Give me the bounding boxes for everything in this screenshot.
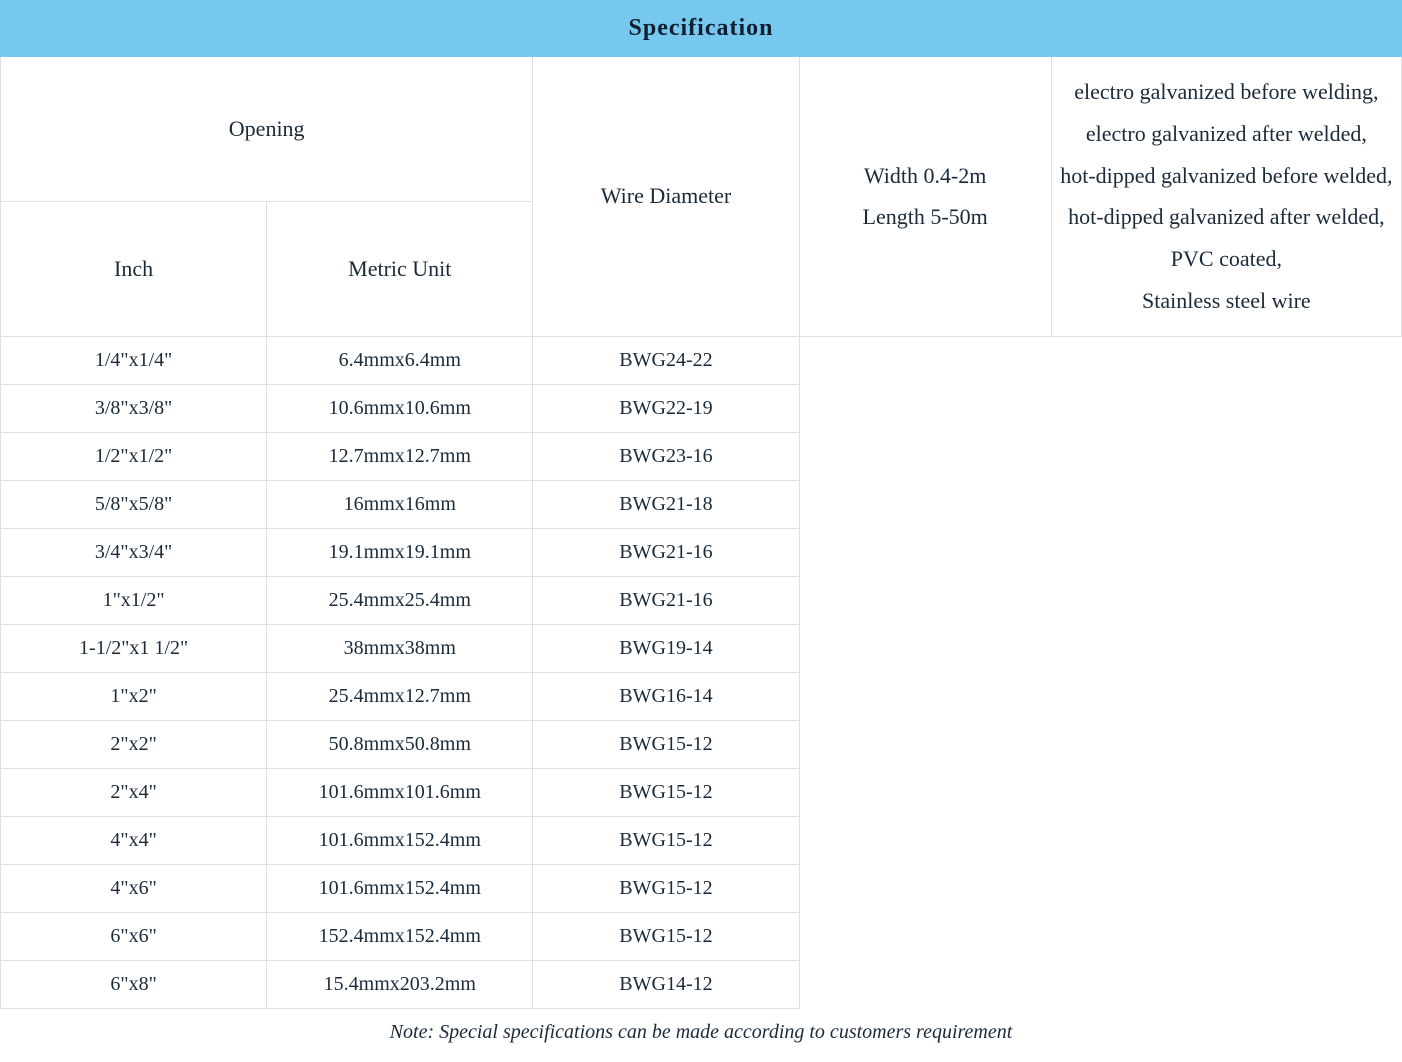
table-row: 1-1/2"x1 1/2"38mmx38mmBWG19-14: [1, 624, 1402, 672]
cell-metric: 101.6mmx152.4mm: [267, 864, 533, 912]
header-metric: Metric Unit: [267, 202, 533, 337]
table-row: 2"x2"50.8mmx50.8mmBWG15-12: [1, 720, 1402, 768]
cell-metric: 152.4mmx152.4mm: [267, 912, 533, 960]
table-row: 3/4"x3/4"19.1mmx19.1mmBWG21-16: [1, 528, 1402, 576]
cell-inch: 3/4"x3/4": [1, 528, 267, 576]
cell-metric: 101.6mmx101.6mm: [267, 768, 533, 816]
cell-inch: 1"x1/2": [1, 576, 267, 624]
cell-wire-diameter: BWG15-12: [533, 816, 799, 864]
table-title: Specification: [1, 1, 1402, 57]
header-wire-diameter: Wire Diameter: [533, 57, 799, 337]
specification-table: Specification Opening Wire Diameter Widt…: [0, 0, 1402, 1009]
cell-wire-diameter: BWG22-19: [533, 384, 799, 432]
table-row: 1/2"x1/2"12.7mmx12.7mmBWG23-16: [1, 432, 1402, 480]
dimension-line: Width 0.4-2m: [800, 155, 1051, 197]
cell-metric: 50.8mmx50.8mm: [267, 720, 533, 768]
table-row: 1/4"x1/4"6.4mmx6.4mmBWG24-22: [1, 336, 1402, 384]
table-row: 6"x8"15.4mmx203.2mmBWG14-12: [1, 960, 1402, 1008]
cell-inch: 2"x2": [1, 720, 267, 768]
footer-note: Note: Special specifications can be made…: [0, 1009, 1402, 1062]
cell-inch: 1/2"x1/2": [1, 432, 267, 480]
cell-inch: 4"x4": [1, 816, 267, 864]
finish-line: hot-dipped galvanized before welded,: [1052, 155, 1401, 197]
finish-line: Stainless steel wire: [1052, 280, 1401, 322]
table-row: 4"x6"101.6mmx152.4mmBWG15-12: [1, 864, 1402, 912]
table-row: 1"x2"25.4mmx12.7mmBWG16-14: [1, 672, 1402, 720]
table-row: 6"x6"152.4mmx152.4mmBWG15-12: [1, 912, 1402, 960]
table-row: 2"x4"101.6mmx101.6mmBWG15-12: [1, 768, 1402, 816]
table-row: 3/8"x3/8"10.6mmx10.6mmBWG22-19: [1, 384, 1402, 432]
finish-line: electro galvanized before welding,: [1052, 71, 1401, 113]
dimension-line: Length 5-50m: [800, 196, 1051, 238]
table-body: 1/4"x1/4"6.4mmx6.4mmBWG24-223/8"x3/8"10.…: [1, 336, 1402, 1008]
cell-metric: 38mmx38mm: [267, 624, 533, 672]
cell-inch: 4"x6": [1, 864, 267, 912]
finish-line: electro galvanized after welded,: [1052, 113, 1401, 155]
cell-metric: 6.4mmx6.4mm: [267, 336, 533, 384]
cell-metric: 15.4mmx203.2mm: [267, 960, 533, 1008]
finish-line: PVC coated,: [1052, 238, 1401, 280]
finish-line: hot-dipped galvanized after welded,: [1052, 196, 1401, 238]
header-inch: Inch: [1, 202, 267, 337]
cell-wire-diameter: BWG21-16: [533, 528, 799, 576]
cell-wire-diameter: BWG23-16: [533, 432, 799, 480]
table-row: 4"x4"101.6mmx152.4mmBWG15-12: [1, 816, 1402, 864]
cell-wire-diameter: BWG15-12: [533, 768, 799, 816]
cell-metric: 19.1mmx19.1mm: [267, 528, 533, 576]
cell-metric: 16mmx16mm: [267, 480, 533, 528]
cell-inch: 1-1/2"x1 1/2": [1, 624, 267, 672]
dimensions-cell: Width 0.4-2m Length 5-50m: [799, 57, 1051, 337]
cell-wire-diameter: BWG15-12: [533, 720, 799, 768]
cell-wire-diameter: BWG19-14: [533, 624, 799, 672]
cell-metric: 25.4mmx25.4mm: [267, 576, 533, 624]
cell-wire-diameter: BWG24-22: [533, 336, 799, 384]
cell-inch: 6"x6": [1, 912, 267, 960]
cell-wire-diameter: BWG14-12: [533, 960, 799, 1008]
cell-metric: 10.6mmx10.6mm: [267, 384, 533, 432]
cell-metric: 12.7mmx12.7mm: [267, 432, 533, 480]
cell-inch: 5/8"x5/8": [1, 480, 267, 528]
cell-metric: 101.6mmx152.4mm: [267, 816, 533, 864]
cell-wire-diameter: BWG15-12: [533, 912, 799, 960]
table-row: 5/8"x5/8"16mmx16mmBWG21-18: [1, 480, 1402, 528]
cell-wire-diameter: BWG15-12: [533, 864, 799, 912]
table-row: 1"x1/2"25.4mmx25.4mmBWG21-16: [1, 576, 1402, 624]
finishes-cell: electro galvanized before welding, elect…: [1051, 57, 1401, 337]
cell-wire-diameter: BWG21-16: [533, 576, 799, 624]
header-opening: Opening: [1, 57, 533, 202]
cell-inch: 2"x4": [1, 768, 267, 816]
cell-inch: 1"x2": [1, 672, 267, 720]
cell-metric: 25.4mmx12.7mm: [267, 672, 533, 720]
cell-inch: 1/4"x1/4": [1, 336, 267, 384]
cell-inch: 3/8"x3/8": [1, 384, 267, 432]
cell-inch: 6"x8": [1, 960, 267, 1008]
cell-wire-diameter: BWG16-14: [533, 672, 799, 720]
cell-wire-diameter: BWG21-18: [533, 480, 799, 528]
